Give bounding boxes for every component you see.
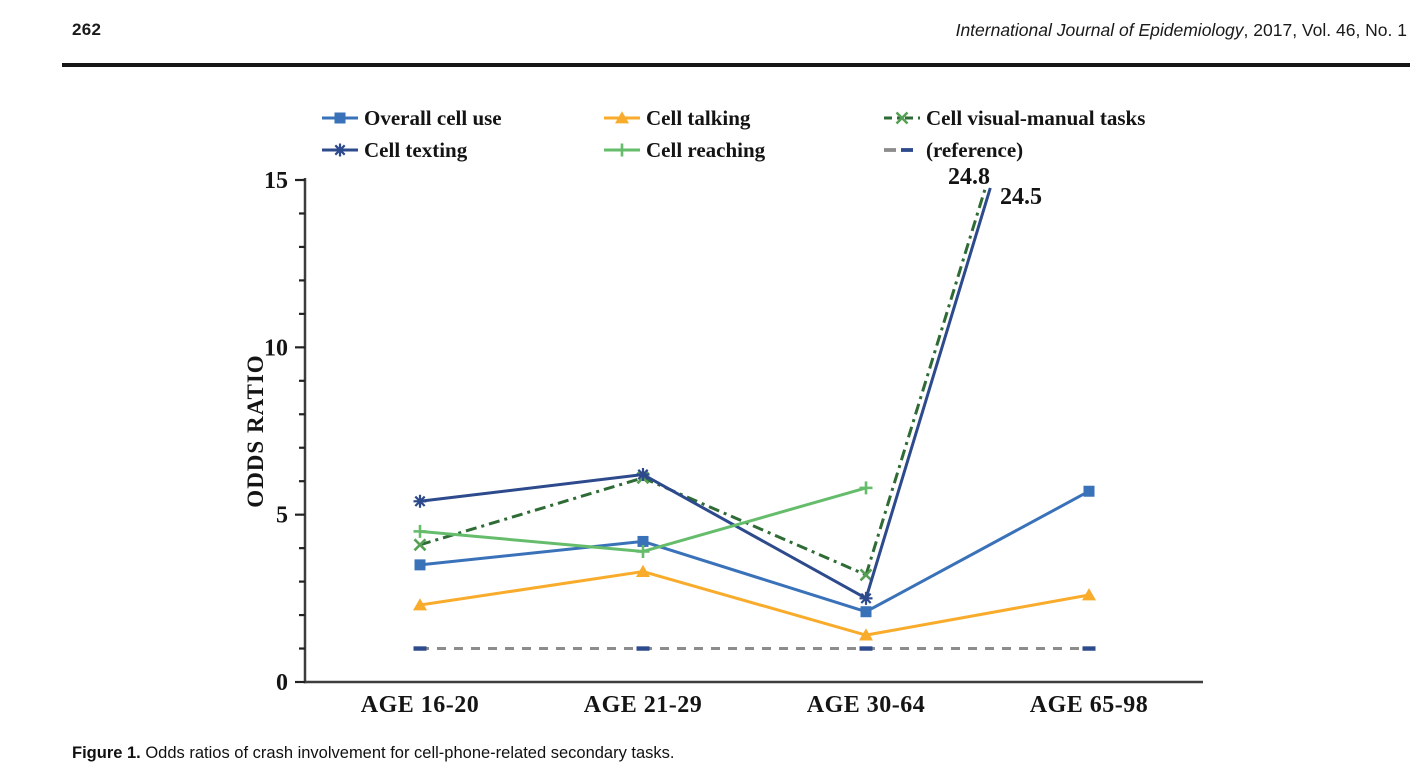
annotation-24-8: 24.8	[948, 164, 990, 190]
data-point-reference	[1082, 646, 1096, 651]
y-tick-label: 0	[276, 670, 288, 696]
data-point-cell-talking	[859, 628, 873, 641]
legend-label-cell-texting: Cell texting	[364, 138, 468, 162]
legend-marker-overall-cell-use	[334, 112, 346, 124]
figure-caption-text: Odds ratios of crash involvement for cel…	[140, 744, 675, 762]
data-point-overall-cell-use	[1083, 485, 1095, 497]
y-axis-label: ODDS RATIO	[243, 354, 268, 507]
legend-sample-reference	[884, 148, 896, 152]
data-point-overall-cell-use	[637, 535, 649, 547]
figure-caption-label: Figure 1.	[72, 744, 141, 762]
legend-marker-cell-talking	[615, 111, 629, 124]
data-point-cell-visual-manual-tasks	[413, 538, 427, 552]
data-point-overall-cell-use	[414, 559, 426, 571]
figure-caption: Figure 1. Odds ratios of crash involveme…	[72, 744, 675, 763]
series-line-cell-talking	[419, 570, 1090, 637]
legend-label-cell-reaching: Cell reaching	[646, 138, 766, 162]
legend-sample-reference	[901, 148, 913, 152]
journal-title: International Journal of Epidemiology	[955, 20, 1244, 40]
x-category-label-age-21-29: AGE 21-29	[584, 692, 703, 718]
x-category-label-age-65-98: AGE 65-98	[1030, 692, 1149, 718]
data-point-cell-talking	[413, 598, 427, 611]
data-point-reference	[859, 646, 873, 651]
series-line-overall-cell-use	[419, 489, 1090, 614]
annotation-24-5: 24.5	[1000, 184, 1042, 210]
legend-marker-cell-texting	[334, 144, 346, 156]
legend-label-overall-cell-use: Overall cell use	[364, 106, 502, 130]
legend-label-cell-talking: Cell talking	[646, 106, 751, 130]
x-category-label-age-16-20: AGE 16-20	[361, 692, 480, 718]
data-point-cell-texting	[637, 469, 649, 480]
data-point-cell-texting	[860, 592, 872, 604]
y-tick-label: 10	[264, 335, 288, 361]
legend-label-reference: (reference)	[926, 138, 1023, 162]
journal-issue-info: , 2017, Vol. 46, No. 1	[1243, 20, 1407, 40]
legend-label-cell-visual-manual-tasks: Cell visual-manual tasks	[926, 106, 1145, 130]
header-divider	[62, 63, 1410, 67]
y-tick-label: 15	[264, 168, 288, 194]
y-tick-label: 5	[276, 503, 288, 529]
data-point-overall-cell-use	[860, 606, 872, 618]
series-line-cell-reaching	[419, 486, 867, 553]
data-point-reference	[413, 646, 427, 651]
series-line-cell-texting	[419, 187, 992, 600]
page-number: 262	[72, 20, 102, 39]
data-point-cell-talking	[636, 564, 650, 577]
data-point-cell-texting	[414, 495, 426, 507]
x-category-label-age-30-64: AGE 30-64	[807, 692, 926, 718]
data-point-cell-visual-manual-tasks	[859, 568, 873, 582]
data-point-reference	[636, 646, 650, 651]
legend-marker-cell-visual-manual-tasks	[895, 111, 909, 125]
data-point-cell-talking	[1082, 588, 1096, 601]
journal-running-header: International Journal of Epidemiology, 2…	[956, 20, 1407, 41]
series-line-cell-visual-manual-tasks	[419, 187, 987, 577]
